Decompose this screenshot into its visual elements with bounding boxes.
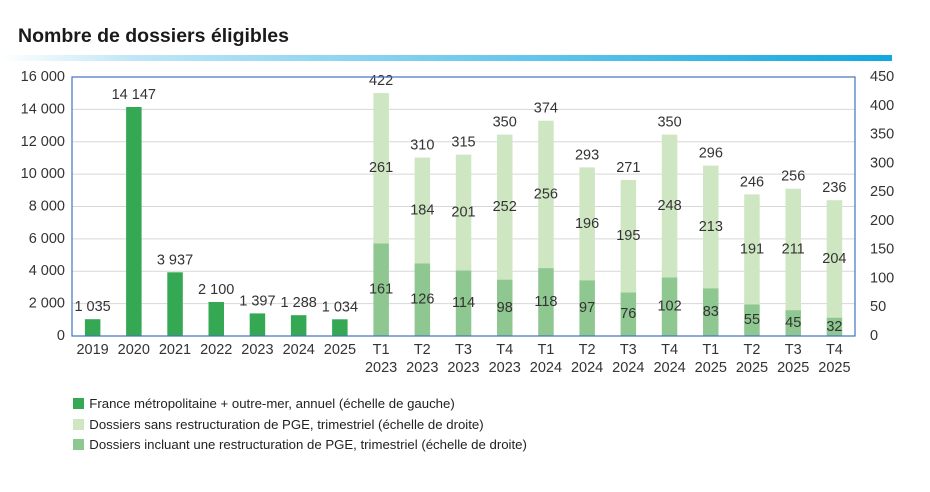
- svg-text:98: 98: [497, 300, 513, 316]
- svg-text:2024: 2024: [283, 342, 315, 358]
- svg-text:2019: 2019: [76, 342, 108, 358]
- svg-text:350: 350: [657, 115, 681, 131]
- svg-text:315: 315: [451, 135, 475, 151]
- svg-text:0: 0: [870, 328, 878, 344]
- svg-text:246: 246: [740, 174, 764, 190]
- svg-text:211: 211: [782, 241, 805, 257]
- svg-text:97: 97: [579, 300, 595, 316]
- svg-text:12 000: 12 000: [21, 134, 65, 150]
- svg-text:150: 150: [870, 242, 894, 258]
- svg-text:250: 250: [870, 184, 894, 200]
- svg-text:2024: 2024: [653, 360, 685, 376]
- svg-text:1 034: 1 034: [322, 299, 358, 315]
- svg-text:256: 256: [534, 186, 558, 202]
- svg-text:2025: 2025: [695, 360, 727, 376]
- svg-text:450: 450: [870, 69, 894, 85]
- svg-text:2025: 2025: [777, 360, 809, 376]
- svg-text:191: 191: [740, 241, 764, 257]
- svg-text:161: 161: [369, 282, 393, 298]
- svg-text:2022: 2022: [200, 342, 232, 358]
- svg-text:2024: 2024: [612, 360, 644, 376]
- svg-text:271: 271: [616, 160, 640, 176]
- svg-text:293: 293: [575, 147, 599, 163]
- svg-text:2023: 2023: [365, 360, 397, 376]
- svg-text:195: 195: [616, 228, 640, 244]
- svg-text:374: 374: [534, 101, 558, 117]
- svg-text:2023: 2023: [406, 360, 438, 376]
- svg-text:3 937: 3 937: [157, 252, 193, 268]
- svg-text:T3: T3: [455, 342, 472, 358]
- svg-text:T2: T2: [414, 342, 431, 358]
- svg-text:256: 256: [781, 169, 805, 185]
- svg-text:14 147: 14 147: [112, 87, 156, 103]
- svg-text:2 000: 2 000: [29, 296, 65, 312]
- svg-text:196: 196: [575, 216, 599, 232]
- svg-text:2020: 2020: [118, 342, 150, 358]
- svg-text:8 000: 8 000: [29, 199, 65, 215]
- svg-text:236: 236: [822, 180, 846, 196]
- svg-text:T3: T3: [620, 342, 637, 358]
- svg-text:T4: T4: [496, 342, 513, 358]
- svg-text:6 000: 6 000: [29, 231, 65, 247]
- svg-text:310: 310: [410, 138, 434, 154]
- svg-text:4 000: 4 000: [29, 263, 65, 279]
- svg-text:200: 200: [870, 213, 894, 229]
- svg-text:201: 201: [451, 205, 475, 221]
- svg-text:213: 213: [699, 219, 723, 235]
- svg-text:T4: T4: [661, 342, 678, 358]
- svg-text:2023: 2023: [489, 360, 521, 376]
- svg-text:350: 350: [870, 127, 894, 143]
- svg-text:T4: T4: [826, 342, 843, 358]
- svg-text:100: 100: [870, 270, 894, 286]
- svg-text:126: 126: [410, 292, 434, 308]
- svg-text:2023: 2023: [447, 360, 479, 376]
- svg-text:422: 422: [369, 73, 393, 89]
- svg-text:114: 114: [452, 295, 475, 311]
- svg-text:102: 102: [657, 299, 681, 315]
- svg-text:T3: T3: [785, 342, 802, 358]
- svg-text:2025: 2025: [736, 360, 768, 376]
- svg-text:2 100: 2 100: [198, 282, 234, 298]
- svg-text:T1: T1: [702, 342, 719, 358]
- svg-text:0: 0: [57, 328, 65, 344]
- svg-text:2024: 2024: [530, 360, 562, 376]
- svg-text:350: 350: [493, 115, 517, 131]
- svg-text:T2: T2: [744, 342, 761, 358]
- svg-text:32: 32: [826, 319, 842, 335]
- svg-text:204: 204: [822, 251, 846, 267]
- svg-text:184: 184: [410, 203, 434, 219]
- svg-text:45: 45: [785, 315, 801, 331]
- svg-text:T2: T2: [579, 342, 596, 358]
- svg-text:118: 118: [534, 294, 557, 310]
- svg-text:55: 55: [744, 312, 760, 328]
- svg-text:10 000: 10 000: [21, 166, 65, 182]
- svg-text:261: 261: [369, 160, 393, 176]
- svg-text:T1: T1: [373, 342, 390, 358]
- svg-text:296: 296: [699, 146, 723, 162]
- svg-text:2024: 2024: [571, 360, 603, 376]
- svg-text:248: 248: [657, 198, 681, 214]
- svg-text:14 000: 14 000: [21, 101, 65, 117]
- svg-text:252: 252: [493, 199, 517, 215]
- svg-text:2021: 2021: [159, 342, 191, 358]
- svg-text:50: 50: [870, 299, 886, 315]
- svg-text:16 000: 16 000: [21, 69, 65, 85]
- svg-text:2023: 2023: [241, 342, 273, 358]
- svg-text:300: 300: [870, 155, 894, 171]
- svg-text:1 035: 1 035: [74, 299, 110, 315]
- svg-text:76: 76: [620, 306, 636, 322]
- svg-text:83: 83: [703, 304, 719, 320]
- svg-text:1 288: 1 288: [281, 295, 317, 311]
- svg-text:2025: 2025: [324, 342, 356, 358]
- svg-text:T1: T1: [537, 342, 554, 358]
- svg-text:2025: 2025: [818, 360, 850, 376]
- svg-text:1 397: 1 397: [239, 293, 275, 309]
- svg-text:400: 400: [870, 98, 894, 114]
